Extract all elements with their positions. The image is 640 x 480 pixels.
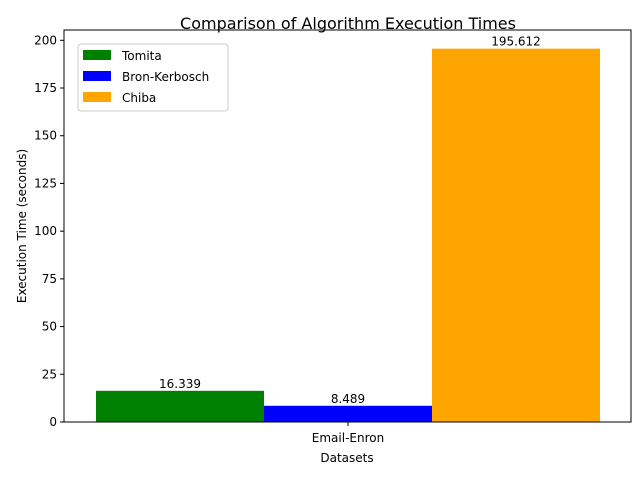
y-tick-label: 50 [42,320,57,334]
y-tick-label: 150 [34,129,57,143]
bar-bron-kerbosch [264,405,432,422]
y-axis: 0 25 50 75 100 125 150 175 200 [34,33,64,429]
chart-title: Comparison of Algorithm Execution Times [180,14,516,33]
bars-layer [96,48,600,423]
bar-value-label: 195.612 [491,35,541,49]
bar-value-label: 8.489 [331,392,365,406]
y-tick-label: 25 [42,367,57,381]
legend: Tomita Bron-Kerbosch Chiba [77,43,229,112]
y-axis-label: Execution Time (seconds) [15,149,29,303]
y-tick-label: 175 [34,81,57,95]
legend-swatch [83,71,111,81]
y-tick-label: 0 [49,415,57,429]
x-tick-label: Email-Enron [312,431,384,445]
legend-label: Chiba [122,91,156,105]
y-tick-label: 200 [34,33,57,47]
bar-tomita [96,390,264,422]
legend-swatch [83,92,111,102]
bar-value-label: 16.339 [159,377,201,391]
legend-label: Bron-Kerbosch [122,70,209,84]
bar-chiba [432,48,600,423]
y-tick-label: 75 [42,272,57,286]
x-axis: Email-Enron [312,422,384,445]
data-labels-layer: 16.339 8.489 195.612 [159,35,541,406]
legend-label: Tomita [121,49,162,63]
legend-box [77,43,229,112]
y-tick-label: 125 [34,176,57,190]
x-axis-label: Datasets [320,451,373,465]
y-tick-label: 100 [34,224,57,238]
legend-swatch [83,50,111,60]
plot-frame [63,29,632,423]
